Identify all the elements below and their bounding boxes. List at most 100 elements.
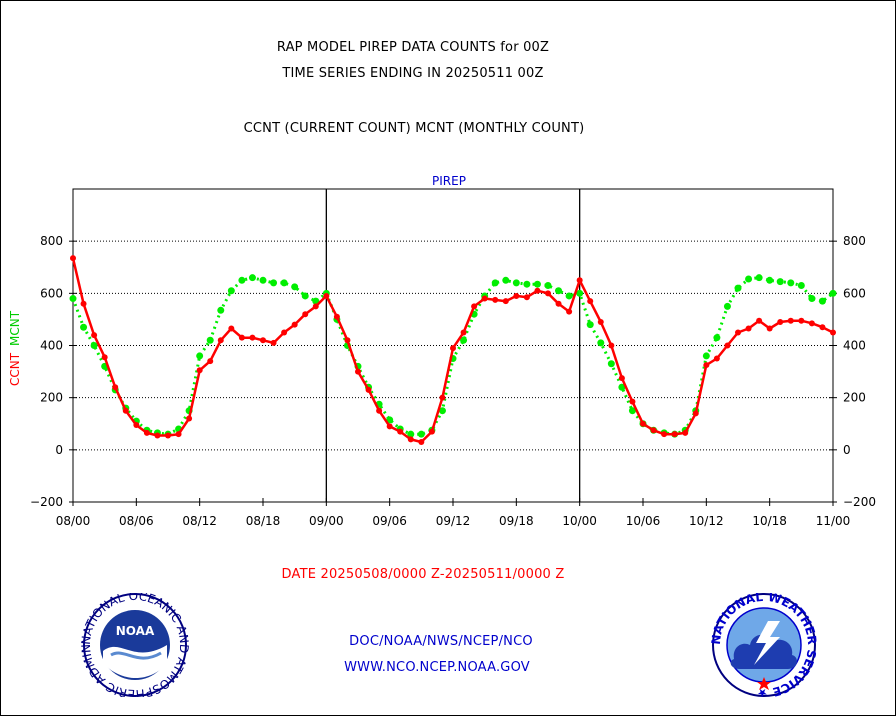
panel-title: PIREP — [432, 174, 466, 188]
nws-logo: NATIONAL WEATHER SERVICE ★ — [710, 593, 818, 697]
data-point-ccnt — [618, 375, 625, 382]
data-point-mcnt — [818, 297, 826, 305]
y-tick-label-right: 200 — [843, 391, 866, 405]
data-point-ccnt — [819, 324, 826, 331]
data-point-ccnt — [692, 410, 699, 417]
data-point-ccnt — [502, 298, 509, 305]
x-tick-label: 08/12 — [182, 514, 217, 528]
data-point-ccnt — [671, 431, 678, 438]
x-tick-label: 09/12 — [436, 514, 471, 528]
org-line: DOC/NOAA/NWS/NCEP/NCO — [349, 634, 533, 649]
data-point-mcnt — [523, 280, 531, 288]
gridlines — [73, 240, 833, 451]
data-point-mcnt — [702, 352, 710, 360]
data-point-mcnt — [259, 276, 267, 284]
data-point-ccnt — [523, 294, 530, 301]
data-point-ccnt — [735, 329, 741, 336]
y-tick-label-right: 400 — [843, 339, 866, 353]
data-point-ccnt — [238, 334, 245, 341]
data-point-ccnt — [260, 337, 266, 344]
data-point-mcnt — [280, 279, 288, 287]
data-point-ccnt — [344, 337, 351, 344]
data-point-mcnt — [270, 279, 278, 287]
y-tick-label-right: 600 — [843, 286, 866, 300]
data-point-ccnt — [713, 355, 720, 362]
data-point-mcnt — [238, 276, 246, 284]
data-point-mcnt — [755, 274, 763, 282]
data-point-ccnt — [460, 329, 467, 336]
x-tick-labels: 08/00 08/06 08/12 08/18 09/00 09/06 09/12 09/18… — [56, 514, 851, 528]
data-point-mcnt — [565, 292, 573, 300]
data-point-ccnt — [154, 432, 161, 439]
data-point-ccnt — [798, 317, 805, 324]
data-point-mcnt — [628, 407, 636, 415]
data-point-ccnt — [281, 329, 288, 336]
data-point-ccnt — [228, 325, 235, 332]
data-point-mcnt — [512, 279, 520, 287]
data-point-ccnt — [333, 313, 340, 320]
data-point-ccnt — [270, 339, 277, 346]
x-tick-label: 10/12 — [689, 514, 724, 528]
data-point-ccnt — [122, 407, 129, 414]
data-point-mcnt — [734, 284, 742, 292]
data-point-mcnt — [533, 280, 541, 288]
y-tick-label-left: 800 — [40, 234, 63, 248]
data-point-ccnt — [756, 317, 763, 324]
data-point-mcnt — [555, 287, 563, 295]
data-point-mcnt — [586, 321, 594, 329]
data-point-ccnt — [576, 277, 583, 284]
data-point-ccnt — [291, 321, 298, 328]
data-point-ccnt — [428, 428, 435, 435]
data-point-mcnt — [417, 430, 425, 438]
data-point-ccnt — [217, 337, 224, 344]
page-subtitle: TIME SERIES ENDING IN 20250511 00Z — [282, 66, 544, 81]
x-tick-label: 11/00 — [816, 514, 851, 528]
y-tick-label-left: 600 — [40, 286, 63, 300]
data-point-mcnt — [723, 302, 731, 310]
x-tick-label: 09/18 — [499, 514, 534, 528]
data-point-mcnt — [227, 287, 235, 295]
data-point-ccnt — [249, 334, 256, 341]
data-point-mcnt — [607, 360, 615, 368]
data-point-mcnt — [491, 279, 499, 287]
data-point-ccnt — [175, 431, 182, 438]
website-link[interactable]: WWW.NCO.NCEP.NOAA.GOV — [344, 660, 530, 675]
data-point-ccnt — [650, 427, 657, 434]
data-point-mcnt — [618, 383, 626, 391]
y-tick-labels-left: −200 0 200 400 600 800 — [30, 234, 63, 509]
x-tick-label: 09/06 — [372, 514, 407, 528]
data-point-ccnt — [70, 255, 76, 262]
data-point-ccnt — [143, 429, 150, 436]
data-point-mcnt — [460, 336, 468, 344]
y-tick-label-left: 400 — [40, 339, 63, 353]
data-point-mcnt — [576, 289, 584, 297]
series-ccnt — [70, 255, 836, 446]
data-point-mcnt — [776, 278, 784, 286]
date-range: DATE 20250508/0000 Z-20250511/0000 Z — [281, 567, 565, 582]
data-point-ccnt — [808, 320, 815, 327]
data-point-ccnt — [323, 292, 330, 299]
y-tick-label-left: 0 — [55, 443, 63, 457]
data-point-mcnt — [787, 279, 795, 287]
data-point-ccnt — [587, 298, 594, 305]
data-point-mcnt — [713, 334, 721, 342]
data-point-mcnt — [248, 274, 256, 282]
data-point-mcnt — [808, 295, 816, 303]
data-point-mcnt — [206, 336, 214, 344]
data-point-ccnt — [545, 290, 551, 297]
data-point-ccnt — [450, 345, 456, 352]
axis-ticks — [69, 240, 837, 506]
x-tick-label: 10/00 — [562, 514, 597, 528]
data-point-ccnt — [608, 342, 615, 349]
data-point-ccnt — [640, 420, 646, 427]
data-point-mcnt — [196, 352, 204, 360]
x-tick-label: 09/00 — [309, 514, 344, 528]
data-point-ccnt — [566, 308, 573, 315]
data-point-ccnt — [376, 407, 383, 414]
x-tick-label: 10/18 — [752, 514, 787, 528]
data-point-mcnt — [544, 282, 552, 290]
data-point-mcnt — [80, 323, 88, 331]
data-point-ccnt — [492, 296, 499, 303]
data-point-ccnt — [91, 332, 98, 339]
